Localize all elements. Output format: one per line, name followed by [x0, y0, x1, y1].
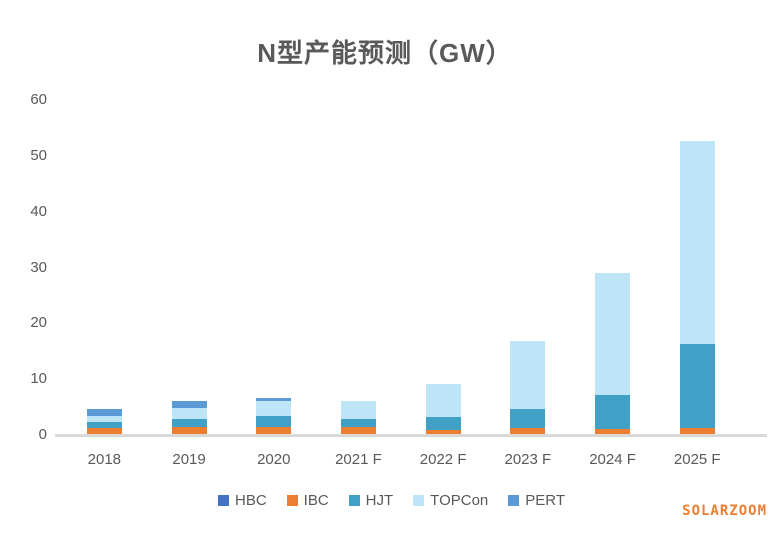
bar-segment-IBC	[510, 428, 546, 434]
x-axis-label-2019: 2019	[172, 451, 206, 468]
bar-segment-IBC	[340, 427, 376, 434]
stacked-bar-2025F	[679, 141, 715, 434]
y-axis-tick-label: 60	[30, 91, 47, 108]
legend-swatch-PERT	[508, 495, 520, 506]
stacked-bar-2024F	[595, 272, 631, 434]
bar-segment-TOPCon	[425, 384, 461, 418]
bar-segment-TOPCon	[595, 272, 631, 396]
watermark-solarzoom: SOLARZOOM	[682, 503, 767, 519]
bar-segment-TOPCon	[679, 141, 715, 345]
bar-segment-HJT	[340, 418, 376, 428]
bar-segment-PERT	[171, 400, 207, 409]
legend-item-PERT: PERT	[508, 492, 565, 509]
legend-swatch-HBC	[217, 495, 229, 506]
bar-segment-TOPCon	[171, 408, 207, 419]
legend-label-IBC: IBC	[303, 492, 329, 509]
x-axis-label-2022F: 2022 F	[419, 451, 467, 468]
y-axis-tick-label: 10	[30, 370, 47, 388]
x-axis-label-2023F: 2023 F	[504, 451, 552, 468]
bar-segment-IBC	[425, 430, 461, 434]
y-axis-tick-label: 30	[30, 258, 47, 276]
bar-segment-HJT	[510, 409, 546, 429]
stacked-bar-2020	[256, 398, 292, 434]
bar-segment-HJT	[425, 417, 461, 431]
stacked-bar-2022F	[425, 384, 461, 434]
legend-item-HBC: HBC	[217, 492, 267, 509]
legend-label-HJT: HJT	[365, 492, 394, 509]
bar-segment-IBC	[86, 427, 122, 434]
bar-segment-TOPCon	[256, 401, 292, 417]
legend-swatch-TOPCon	[413, 495, 425, 506]
bar-segment-HJT	[86, 422, 122, 428]
y-axis-tick-label: 50	[30, 146, 47, 164]
bar-segment-IBC	[256, 427, 292, 434]
bar-segment-PERT	[256, 398, 292, 402]
bar-segment-TOPCon	[510, 341, 546, 410]
legend-label-TOPCon: TOPCon	[430, 492, 489, 509]
x-axis-label-2020: 2020	[257, 451, 291, 468]
bar-segment-TOPCon	[86, 415, 122, 423]
x-axis-label-2025F: 2025 F	[673, 451, 721, 468]
y-axis-tick-label: 0	[38, 426, 47, 443]
y-axis-tick-label: 40	[30, 202, 47, 220]
x-axis-label-2021F: 2021 F	[335, 451, 382, 468]
bar-segment-HJT	[256, 416, 292, 428]
x-axis-label-2018: 2018	[87, 451, 122, 468]
legend-item-HJT: HJT	[348, 492, 394, 509]
legend-label-PERT: PERT	[525, 492, 565, 509]
stacked-bar-2023F	[510, 341, 546, 434]
legend-swatch-IBC	[286, 495, 298, 506]
x-axis-label-2024F: 2024 F	[589, 451, 636, 468]
legend-label-HBC: HBC	[234, 492, 267, 509]
legend-item-IBC: IBC	[286, 492, 329, 509]
legend: HBC IBC HJT TOPCon PERT	[0, 492, 783, 509]
bar-segment-HJT	[171, 418, 207, 428]
stacked-bar-2019	[171, 400, 207, 434]
legend-item-TOPCon: TOPCon	[413, 492, 488, 509]
bar-segment-IBC	[679, 427, 715, 434]
x-axis-line	[55, 434, 767, 437]
legend-swatch-HJT	[348, 495, 360, 506]
bar-segment-TOPCon	[340, 401, 376, 419]
bar-segment-IBC	[171, 427, 207, 434]
y-axis-tick-label: 20	[30, 314, 47, 332]
bar-segment-IBC	[595, 428, 631, 434]
stacked-bar-2021F	[340, 401, 376, 434]
stacked-bar-2018	[86, 409, 122, 434]
bar-segment-HJT	[679, 344, 715, 428]
bar-segment-HJT	[595, 395, 631, 429]
chart-title: N型产能预测（GW）	[257, 38, 513, 68]
bar-segment-PERT	[86, 409, 122, 416]
